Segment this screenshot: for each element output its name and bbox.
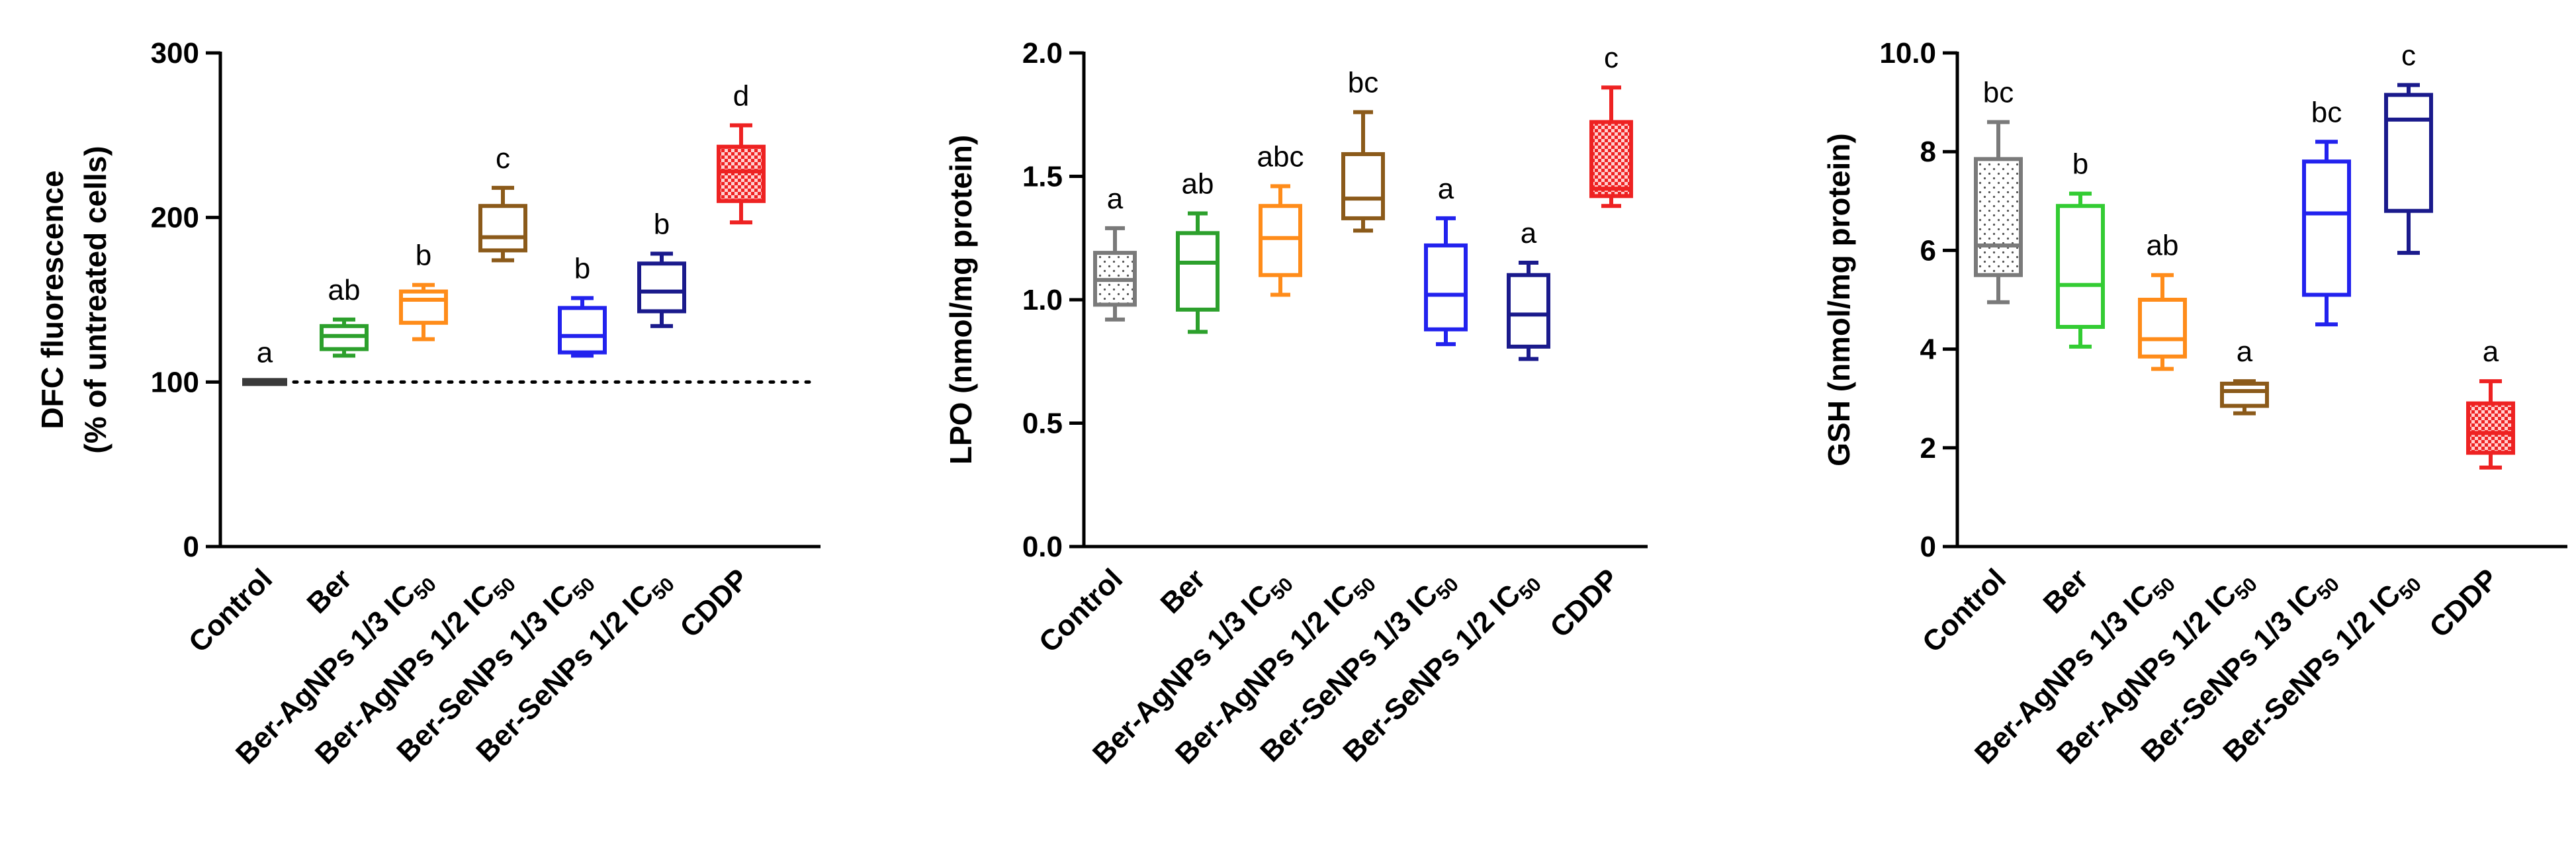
significance-letter: b xyxy=(416,240,431,272)
chart-panel-1: 0 100 200 300 DFC fluorescence (% of untreate… xyxy=(35,37,821,771)
category-label-text: CDDP xyxy=(2423,562,2505,644)
significance-letter: b xyxy=(574,253,590,285)
category-label-text: Ber xyxy=(301,562,359,620)
significance-letter: a xyxy=(2483,335,2499,368)
significance-letter: bc xyxy=(2311,96,2342,128)
y-tick-label: 6 xyxy=(1920,234,1936,267)
box-7: d CDDP xyxy=(674,79,766,644)
category-label: Control xyxy=(1916,562,2012,658)
box-body xyxy=(1589,120,1633,199)
significance-letter: b xyxy=(654,208,670,240)
box-7: c CDDP xyxy=(1544,42,1633,644)
significance-letter: a xyxy=(1107,183,1124,215)
category-label-text: Ber xyxy=(2037,562,2095,620)
category-label: Ber xyxy=(1155,562,1212,620)
significance-letter: a xyxy=(2237,335,2253,368)
box-body xyxy=(2384,93,2433,213)
box-body xyxy=(637,261,686,314)
box-body xyxy=(2466,401,2515,455)
y-tick-label: 300 xyxy=(151,37,199,69)
category-label-text: CDDP xyxy=(1544,562,1625,644)
category-label-text: Ber xyxy=(1155,562,1212,620)
category-label: Ber xyxy=(301,562,359,620)
significance-letter: b xyxy=(2072,148,2088,181)
box-body xyxy=(2056,204,2105,330)
y-tick-label: 0 xyxy=(1920,531,1936,563)
significance-letter: bc xyxy=(1348,67,1378,99)
y-tick-label: 1.5 xyxy=(1022,161,1063,193)
box-2: ab Ber xyxy=(1155,167,1220,620)
box-body xyxy=(1341,152,1385,220)
category-label-text: Control xyxy=(183,562,279,658)
box-body xyxy=(1259,204,1302,277)
significance-letter: a xyxy=(1521,217,1537,249)
y-tick-label: 10.0 xyxy=(1879,37,1936,69)
category-label-text: Control xyxy=(1033,562,1129,658)
y-axis-title: LPO (nmol/mg protein) xyxy=(944,135,978,465)
y-tick-label: 2 xyxy=(1920,432,1936,465)
category-label-text: Control xyxy=(1916,562,2012,658)
significance-letter: ab xyxy=(328,274,361,306)
y-tick-label: 4 xyxy=(1920,333,1937,366)
category-label: Ber xyxy=(2037,562,2095,620)
y-tick-label: 8 xyxy=(1920,136,1936,168)
y-tick-label: 1.0 xyxy=(1022,284,1063,316)
box-body xyxy=(399,289,448,325)
category-label: Control xyxy=(1033,562,1129,658)
box-2: b Ber xyxy=(2037,148,2105,620)
significance-letter: c xyxy=(2401,39,2416,71)
significance-letter: d xyxy=(733,79,749,112)
significance-letter: ab xyxy=(2147,230,2179,262)
y-axis-title: DFC fluorescence xyxy=(35,170,69,429)
y-tick-label: 0.5 xyxy=(1022,408,1063,440)
box-body xyxy=(1176,231,1220,312)
y-tick-label: 0 xyxy=(183,531,199,563)
y-tick-label: 100 xyxy=(151,366,199,398)
significance-letter: a xyxy=(1438,173,1454,205)
box-body xyxy=(1507,273,1550,349)
y-axis-title: GSH (nmol/mg protein) xyxy=(1822,133,1856,466)
significance-letter: abc xyxy=(1257,140,1304,173)
box-2: ab Ber xyxy=(301,274,369,620)
box-body xyxy=(242,378,287,386)
y-tick-label: 200 xyxy=(151,202,199,234)
significance-letter: c xyxy=(1604,42,1619,74)
y-tick-label: 2.0 xyxy=(1022,37,1063,69)
box-body xyxy=(2302,159,2351,297)
significance-letter: bc xyxy=(1983,76,2014,109)
box-7: a CDDP xyxy=(2423,335,2515,644)
box-body xyxy=(1974,157,2023,277)
box-body xyxy=(2138,298,2187,359)
box-body xyxy=(2220,381,2269,408)
category-label: Control xyxy=(183,562,279,658)
y-axis-title-line2: (% of untreated cells) xyxy=(78,146,112,453)
significance-letter: c xyxy=(496,142,510,175)
significance-letter: a xyxy=(257,336,273,369)
box-body xyxy=(558,306,607,355)
category-label: CDDP xyxy=(1544,562,1625,644)
y-tick-label: 0.0 xyxy=(1022,531,1063,563)
category-label: CDDP xyxy=(674,562,755,644)
box-body xyxy=(1424,243,1468,332)
category-label-text: CDDP xyxy=(674,562,755,644)
box-body xyxy=(478,204,527,253)
chart-panel-2: 0.0 0.5 1.0 1.5 2.0 LPO (nmol/mg protein) a Con… xyxy=(944,37,1648,771)
box-body xyxy=(717,144,766,203)
significance-letter: ab xyxy=(1182,167,1214,200)
category-label: CDDP xyxy=(2423,562,2505,644)
